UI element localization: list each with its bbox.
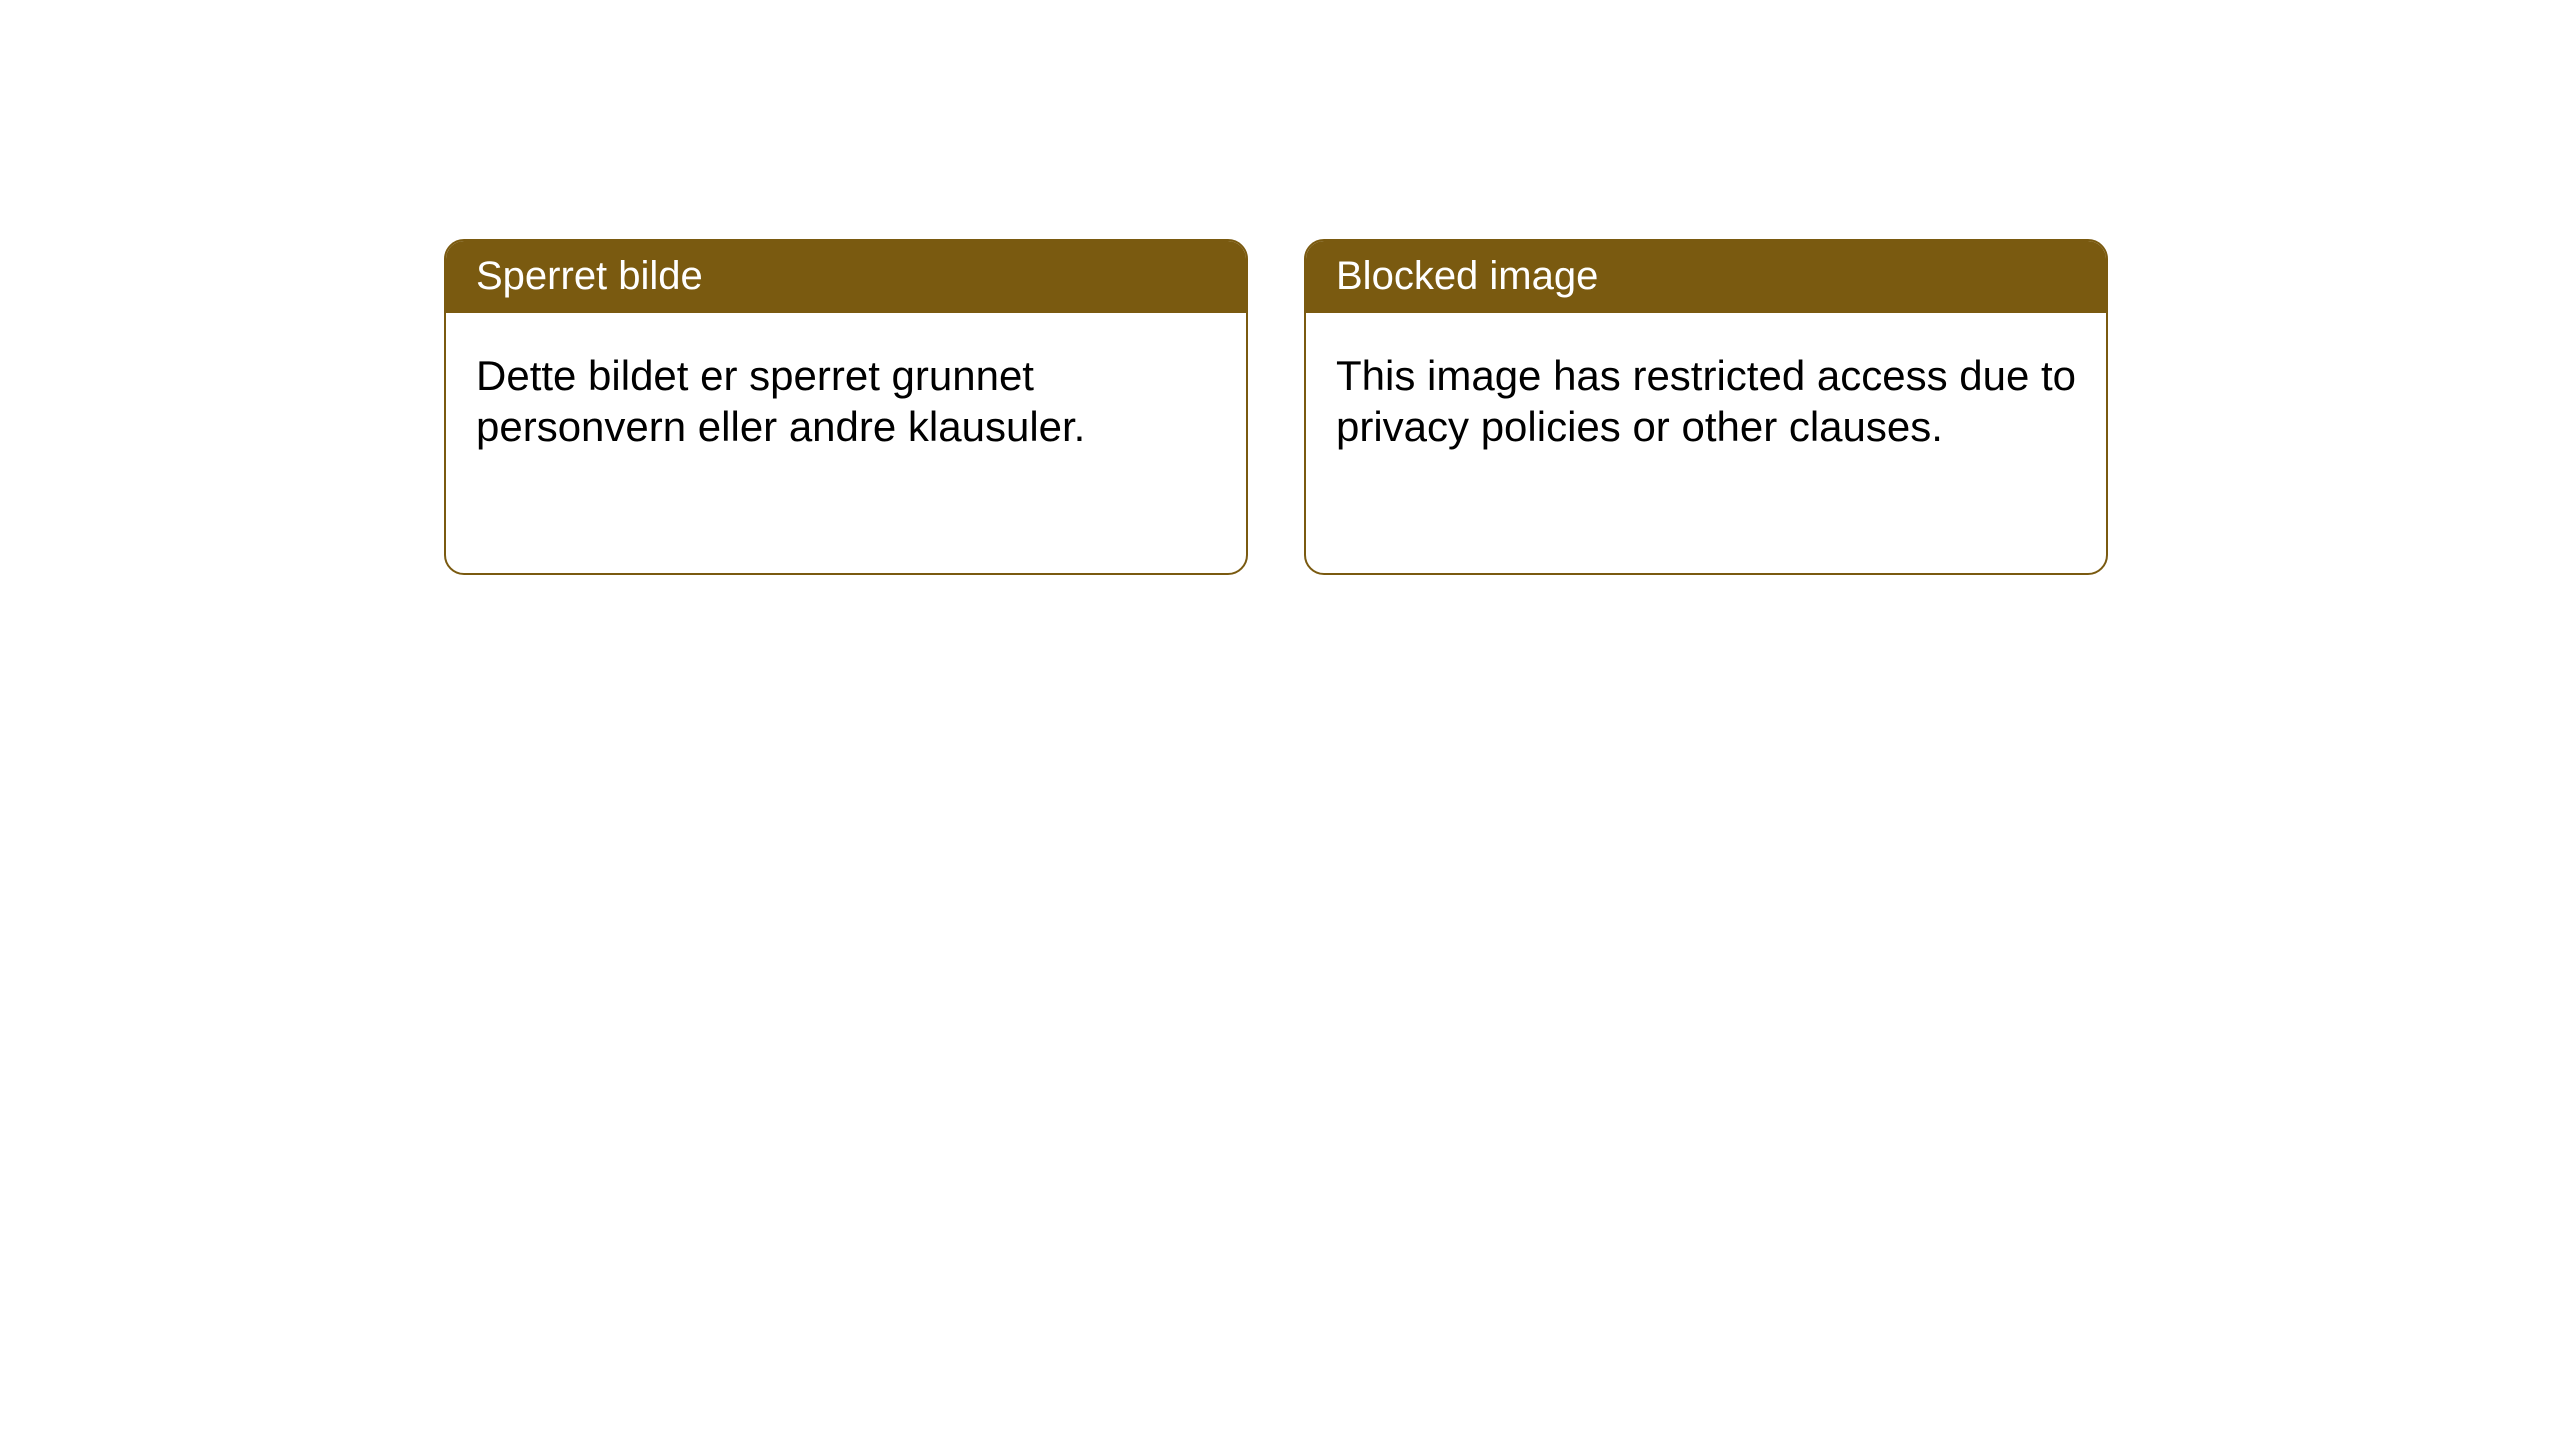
notice-body-english: This image has restricted access due to … — [1306, 313, 2106, 489]
notice-body-norwegian: Dette bildet er sperret grunnet personve… — [446, 313, 1246, 489]
notice-header-norwegian: Sperret bilde — [446, 241, 1246, 313]
notice-header-english: Blocked image — [1306, 241, 2106, 313]
notice-card-english: Blocked image This image has restricted … — [1304, 239, 2108, 575]
notice-text-norwegian: Dette bildet er sperret grunnet personve… — [476, 352, 1085, 450]
notice-card-norwegian: Sperret bilde Dette bildet er sperret gr… — [444, 239, 1248, 575]
notice-title-norwegian: Sperret bilde — [476, 254, 703, 298]
notice-container: Sperret bilde Dette bildet er sperret gr… — [0, 0, 2560, 575]
notice-title-english: Blocked image — [1336, 254, 1598, 298]
notice-text-english: This image has restricted access due to … — [1336, 352, 2076, 450]
